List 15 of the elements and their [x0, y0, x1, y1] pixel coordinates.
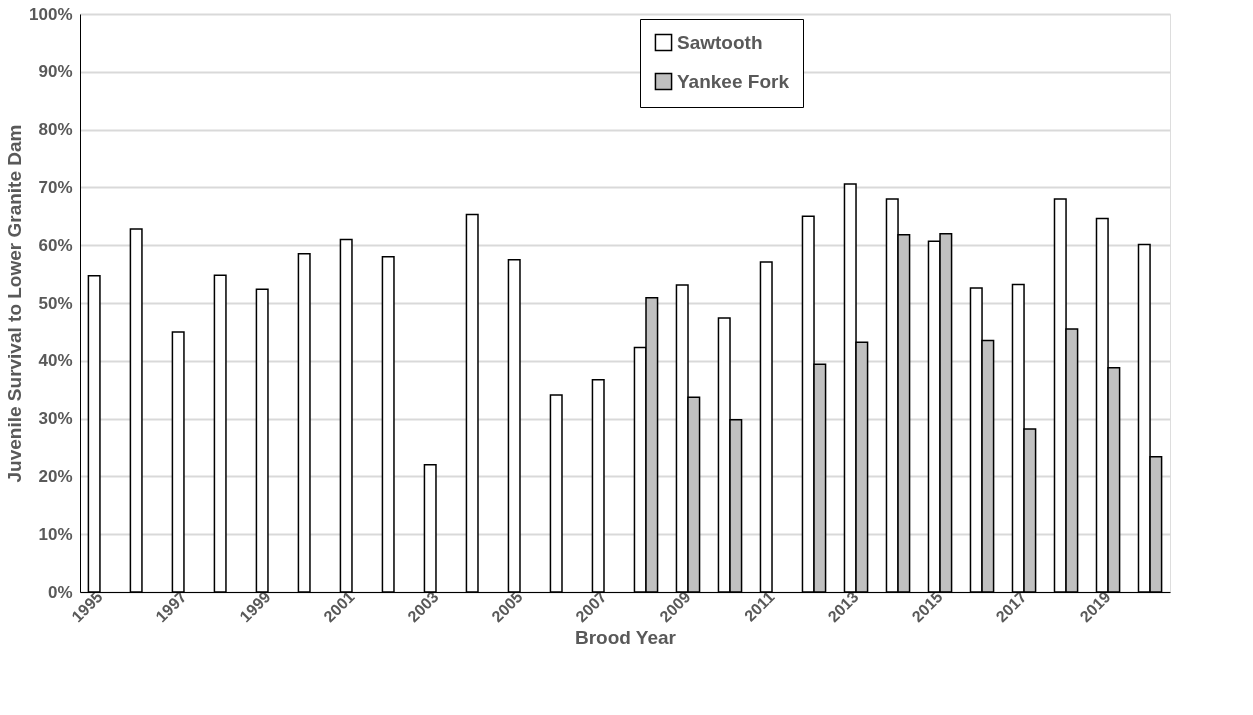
- legend-label: Yankee Fork: [677, 70, 790, 92]
- y-tick-label: 70%: [38, 177, 73, 197]
- y-axis-title: Juvenile Survival to Lower Granite Dam: [4, 124, 26, 483]
- x-axis-title: Brood Year: [574, 627, 677, 649]
- y-tick-label: 50%: [38, 293, 73, 313]
- y-tick-label: 80%: [38, 120, 73, 140]
- legend-label: Sawtooth: [677, 31, 763, 53]
- y-tick-label: 90%: [38, 62, 73, 82]
- y-tick-label: 0%: [47, 582, 73, 602]
- y-tick-label: 30%: [38, 409, 73, 429]
- y-tick-label: 20%: [38, 466, 73, 486]
- y-tick-label: 40%: [38, 351, 73, 371]
- y-tick-label: 100%: [29, 4, 73, 24]
- y-tick-label: 10%: [38, 524, 73, 544]
- y-tick-label: 60%: [38, 235, 73, 255]
